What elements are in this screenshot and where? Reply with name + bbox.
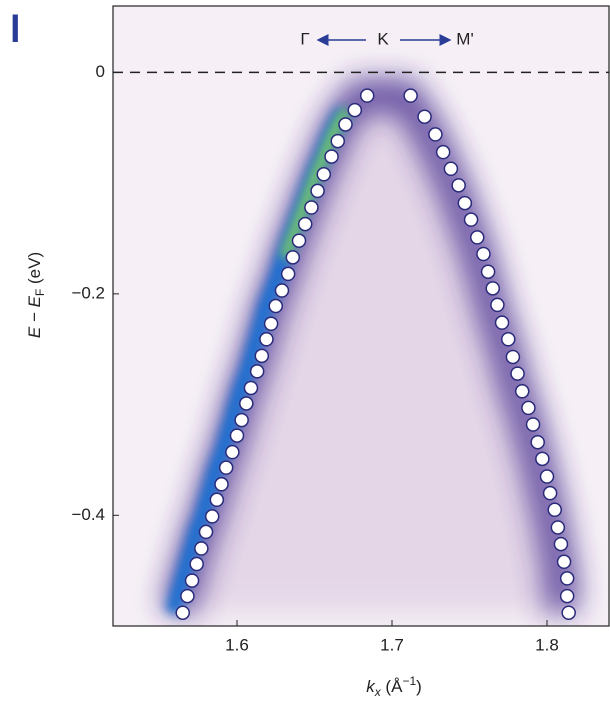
- data-point: [457, 195, 473, 211]
- data-point: [451, 178, 466, 193]
- data-point: [494, 315, 510, 330]
- data-point: [249, 364, 265, 379]
- x-tick-label: 1.6: [225, 635, 249, 654]
- x-axis-label: kx (Å−1): [366, 674, 422, 699]
- data-point: [428, 127, 443, 142]
- data-point: [338, 117, 353, 132]
- data-point: [525, 417, 541, 432]
- data-point: [550, 520, 566, 535]
- x-label-part: (Å: [381, 677, 403, 696]
- data-point: [359, 88, 375, 103]
- data-point: [280, 266, 296, 282]
- data-point: [297, 216, 313, 232]
- data-point: [243, 380, 259, 396]
- y-tick-label: 0: [96, 62, 105, 81]
- data-point: [510, 366, 525, 381]
- data-point: [175, 605, 190, 620]
- data-point: [330, 133, 345, 149]
- y-label-part: E − E: [25, 295, 44, 338]
- data-point: [218, 460, 234, 475]
- data-point: [274, 283, 290, 298]
- data-point: [184, 573, 200, 588]
- x-label-part: −1: [402, 674, 416, 688]
- y-label-part: F: [33, 289, 47, 296]
- data-point: [476, 246, 491, 262]
- data-point: [234, 412, 249, 428]
- data-point: [229, 428, 245, 443]
- data-point: [180, 588, 195, 604]
- x-label-part: x: [374, 685, 382, 699]
- data-point: [490, 297, 505, 313]
- data-point: [194, 541, 209, 556]
- data-point: [189, 556, 204, 572]
- data-point: [542, 485, 558, 501]
- data-point: [556, 554, 572, 570]
- plot-area: [113, 6, 609, 626]
- x-label-part: ): [416, 677, 422, 696]
- data-point: [535, 451, 550, 467]
- data-point: [547, 502, 562, 517]
- plot-frame: [112, 5, 610, 627]
- data-point: [324, 149, 339, 164]
- data-point: [316, 167, 332, 182]
- data-point: [559, 588, 575, 604]
- data-point: [198, 524, 214, 540]
- x-tick-label: 1.8: [535, 635, 559, 654]
- data-point: [225, 444, 240, 460]
- data-point: [239, 396, 254, 411]
- data-point: [443, 161, 459, 176]
- x-tick-label: 1.7: [380, 635, 404, 654]
- data-point: [561, 605, 576, 620]
- data-point: [214, 477, 229, 492]
- data-point: [291, 233, 307, 248]
- panel-label: l: [10, 9, 21, 51]
- data-point: [310, 183, 325, 199]
- data-point: [259, 332, 274, 347]
- data-point: [505, 349, 521, 365]
- y-axis-label: E − EF (eV): [25, 252, 47, 338]
- y-label-part: (eV): [25, 252, 44, 289]
- data-point: [417, 109, 432, 124]
- annotation: Γ: [300, 29, 309, 48]
- x-label-part: k: [366, 677, 376, 696]
- data-point: [403, 88, 418, 103]
- data-point: [480, 264, 496, 279]
- intensity-peak: [280, 107, 351, 260]
- y-tick-label: −0.4: [71, 505, 105, 524]
- data-point: [347, 102, 363, 118]
- data-point: [559, 571, 575, 586]
- data-point: [304, 200, 319, 215]
- annotation: M': [456, 29, 473, 48]
- data-point: [254, 348, 270, 364]
- data-point: [530, 434, 545, 450]
- data-point: [285, 250, 301, 265]
- data-point: [263, 316, 279, 331]
- data-point: [463, 212, 479, 227]
- data-point: [514, 384, 530, 399]
- data-point: [435, 144, 451, 160]
- data-point: [553, 536, 569, 552]
- data-point: [268, 298, 283, 314]
- data-point: [539, 469, 555, 484]
- data-point: [501, 332, 516, 347]
- data-point: [521, 400, 536, 416]
- y-tick-label: −0.2: [71, 283, 105, 302]
- data-point: [204, 509, 220, 524]
- data-point: [209, 492, 225, 508]
- data-point: [470, 230, 485, 245]
- annotation: K: [377, 29, 389, 48]
- data-point: [485, 281, 500, 296]
